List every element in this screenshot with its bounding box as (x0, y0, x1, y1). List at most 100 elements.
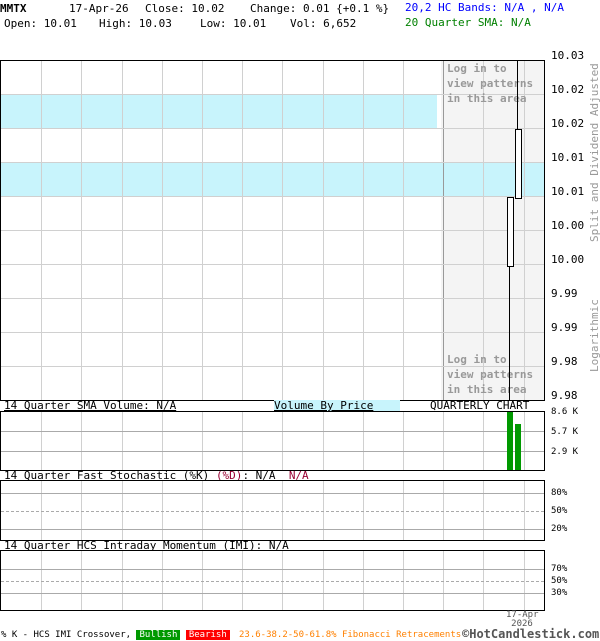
grid-h (1, 264, 544, 265)
price-tick: 10.02 (551, 117, 585, 130)
grid-v (121, 551, 123, 610)
candle-body (515, 128, 522, 199)
grid-v (41, 412, 43, 470)
grid-h (1, 230, 544, 231)
candle-body (507, 196, 514, 267)
price-tick: 10.01 (551, 185, 585, 198)
symbol: MMTX (0, 2, 27, 15)
grid-v (322, 412, 324, 470)
price-tick: 10.03 (551, 49, 585, 62)
volume-by-price[interactable]: Volume By Price (274, 400, 400, 412)
footer-legend-text: % K - HCS IMI Crossover, (1, 630, 132, 640)
grid-v (242, 551, 244, 610)
imi-tick: 30% (551, 588, 568, 598)
close: Close: 10.02 (145, 2, 225, 15)
hc-bands: 20,2 HC Bands: N/A , N/A (405, 1, 564, 14)
grid-v (523, 412, 525, 470)
candle-wick (509, 196, 510, 400)
grid-v (483, 551, 485, 610)
stoch-tick: 80% (551, 488, 568, 498)
grid-h (1, 366, 544, 367)
grid-v (202, 551, 203, 610)
login-prompt: Log in to view patterns in this area (447, 353, 534, 396)
grid-h (1, 128, 544, 129)
grid-v (523, 481, 525, 540)
price-chart: Log in to view patterns in this area Log … (0, 60, 545, 401)
volume-tick: 2.9 K (551, 447, 579, 457)
grid-v (242, 412, 244, 470)
grid-v (202, 412, 203, 470)
price-tick: 10.00 (551, 219, 585, 232)
grid-v (443, 481, 445, 540)
price-tick: 9.99 (551, 321, 578, 334)
stoch-k: 14 Quarter Fast Stochastic (%K) (4, 469, 210, 482)
grid-v (81, 481, 83, 540)
grid-h (1, 196, 544, 197)
stoch-tick: 50% (551, 506, 568, 516)
grid-v (483, 412, 485, 470)
grid-v (362, 551, 364, 610)
logarithmic-label: Logarithmic (588, 299, 600, 372)
high: High: 10.03 (99, 17, 172, 30)
fib-legend: 23.6-38.2-50-61.8% Fibonacci Retracement… (239, 630, 462, 640)
vbp-band (1, 94, 437, 128)
grid-v (41, 481, 43, 540)
grid-mid (1, 511, 544, 512)
grid-v (121, 481, 123, 540)
grid-h (1, 569, 544, 570)
x-date-year: 2026 (511, 619, 533, 629)
price-tick: 10.00 (551, 253, 585, 266)
grid-v (202, 481, 203, 540)
price-tick: 9.99 (551, 287, 578, 300)
stoch-k-value: : N/A (242, 469, 276, 482)
imi-tick: 70% (551, 564, 568, 574)
grid-v (362, 412, 364, 470)
volume-tick: 5.7 K (551, 427, 579, 437)
grid-v (362, 481, 364, 540)
sma-20: 20 Quarter SMA: N/A (405, 16, 531, 29)
grid-h (1, 332, 544, 333)
grid-v (121, 412, 123, 470)
grid-v (443, 551, 445, 610)
stoch-d: (%D) (215, 469, 243, 482)
footer-legend: % K - HCS IMI Crossover, Bullish Bearish (1, 629, 230, 641)
open: Open: 10.01 (4, 17, 77, 30)
grid-v (161, 412, 163, 470)
volume-bar (515, 423, 521, 470)
bullish-badge: Bullish (136, 630, 181, 640)
grid-v (242, 481, 244, 540)
grid-h (1, 298, 544, 299)
grid-h (1, 493, 544, 494)
stoch-title: 14 Quarter Fast Stochastic (%K) (%D): N/… (4, 470, 309, 482)
grid-v (41, 551, 43, 610)
volume-title: 14 Quarter SMA Volume: N/A (4, 399, 177, 412)
grid-h (1, 94, 544, 95)
volume-value: Vol: 6,652 (290, 17, 357, 30)
price-tick: 10.01 (551, 151, 585, 164)
imi-tick: 50% (551, 576, 568, 586)
brand-logo[interactable]: ©HotCandlestick.com (462, 627, 600, 641)
grid-v (403, 412, 404, 470)
price-tick: 10.02 (551, 83, 585, 96)
date: 17-Apr-26 (69, 2, 129, 15)
grid-v (282, 551, 284, 610)
grid-v (403, 551, 404, 610)
grid-h (1, 431, 544, 432)
bearish-badge: Bearish (185, 630, 230, 640)
grid-v (282, 481, 284, 540)
grid-v (483, 481, 485, 540)
imi-title: 14 Quarter HCS Intraday Momentum (IMI): … (4, 539, 289, 552)
grid-v (282, 412, 284, 470)
volume-tick: 8.6 K (551, 407, 579, 417)
grid-h (1, 162, 544, 163)
volume-bar (507, 412, 513, 470)
x-date-day: 17-Apr (506, 610, 539, 620)
grid-v (81, 551, 83, 610)
grid-h (1, 451, 544, 452)
low: Low: 10.01 (200, 17, 267, 30)
stochastic-chart (0, 480, 545, 541)
x-date: 17-Apr 2026 (506, 610, 539, 629)
grid-v (443, 412, 445, 470)
grid-v (322, 481, 324, 540)
grid-mid (1, 581, 544, 582)
